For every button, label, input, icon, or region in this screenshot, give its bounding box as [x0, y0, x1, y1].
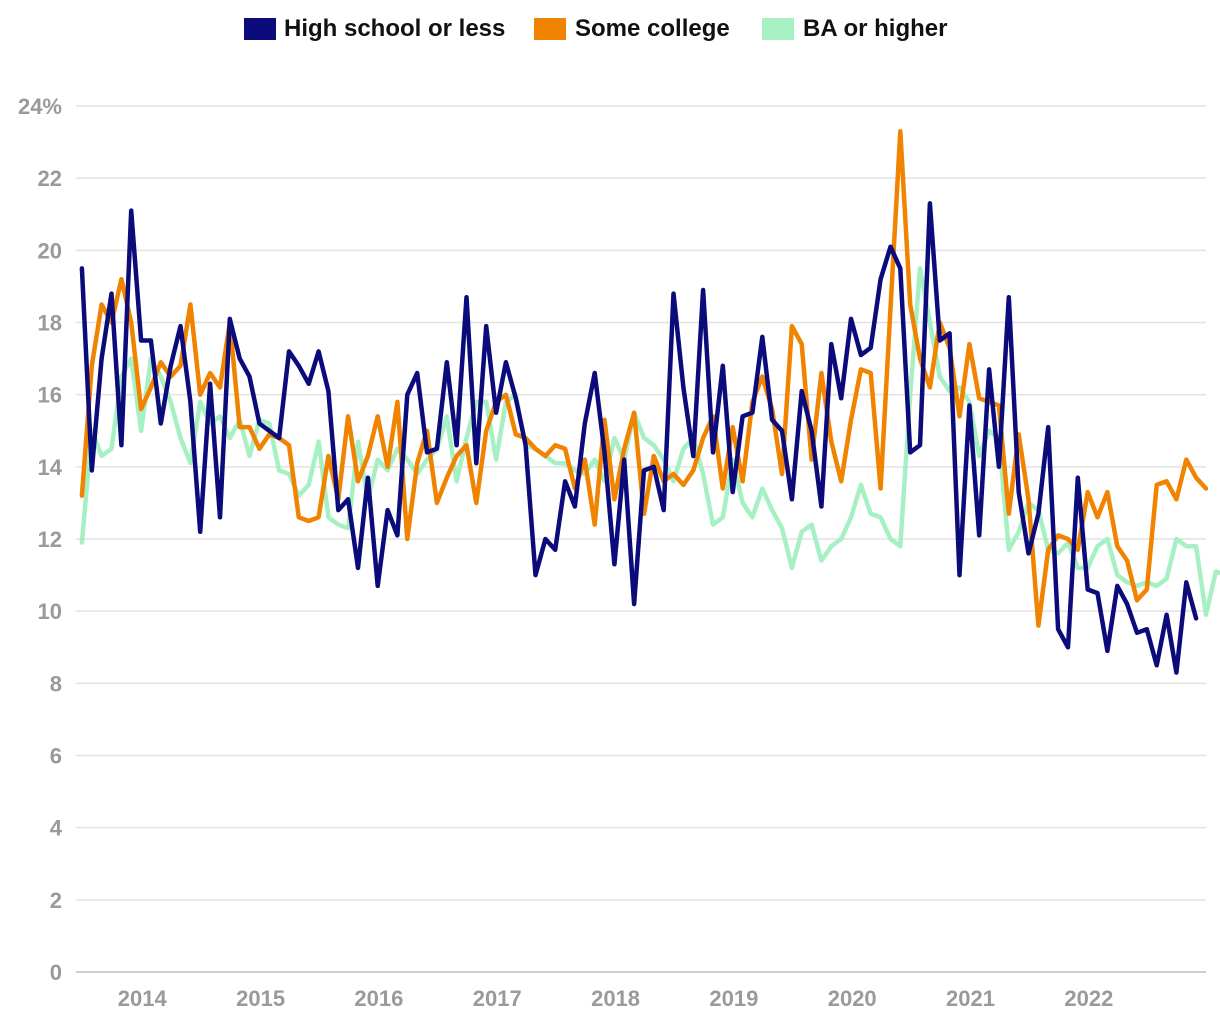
y-gridlines — [76, 105, 1206, 973]
x-tick-label: 2021 — [946, 986, 995, 1011]
y-tick-label: 24% — [18, 94, 62, 119]
y-tick-label: 20 — [38, 238, 62, 263]
x-tick-label: 2022 — [1064, 986, 1113, 1011]
series-line-high-school-or-less — [79, 201, 1199, 675]
x-tick-label: 2018 — [591, 986, 640, 1011]
y-tick-label: 12 — [38, 527, 62, 552]
legend-label-high-school: High school or less — [284, 15, 505, 42]
x-axis-tick-labels: 2014 2015 2016 2017 2018 2019 2020 2021 2022 — [118, 986, 1114, 1011]
legend-item-some-college: Some college — [534, 15, 730, 42]
legend-swatch-some-college — [534, 18, 566, 40]
y-tick-label: 0 — [50, 960, 62, 985]
data-series — [79, 129, 1220, 675]
legend-label-ba-or-higher: BA or higher — [803, 15, 947, 42]
legend-item-high-school: High school or less — [244, 15, 505, 42]
y-tick-label: 14 — [38, 455, 63, 480]
y-tick-label: 4 — [50, 816, 63, 841]
y-tick-label: 6 — [50, 744, 62, 769]
x-tick-label: 2015 — [236, 986, 285, 1011]
x-tick-label: 2016 — [354, 986, 403, 1011]
legend-swatch-ba-or-higher — [762, 18, 794, 40]
legend: High school or less Some college BA or h… — [244, 15, 947, 42]
y-tick-label: 18 — [38, 311, 62, 336]
y-tick-label: 10 — [38, 599, 62, 624]
y-axis-tick-labels: 0 2 4 6 8 10 12 14 16 18 20 22 24% — [18, 94, 63, 985]
x-tick-label: 2017 — [473, 986, 522, 1011]
series-line-some-college — [79, 129, 1209, 628]
legend-item-ba-or-higher: BA or higher — [762, 15, 947, 42]
x-tick-label: 2019 — [709, 986, 758, 1011]
y-tick-label: 8 — [50, 671, 62, 696]
y-tick-label: 22 — [38, 166, 62, 191]
y-tick-label: 2 — [50, 888, 62, 913]
x-tick-label: 2020 — [828, 986, 877, 1011]
legend-swatch-high-school — [244, 18, 276, 40]
legend-label-some-college: Some college — [575, 15, 730, 42]
x-tick-label: 2014 — [118, 986, 168, 1011]
y-tick-label: 16 — [38, 383, 62, 408]
series-line-ba-or-higher — [79, 266, 1220, 618]
